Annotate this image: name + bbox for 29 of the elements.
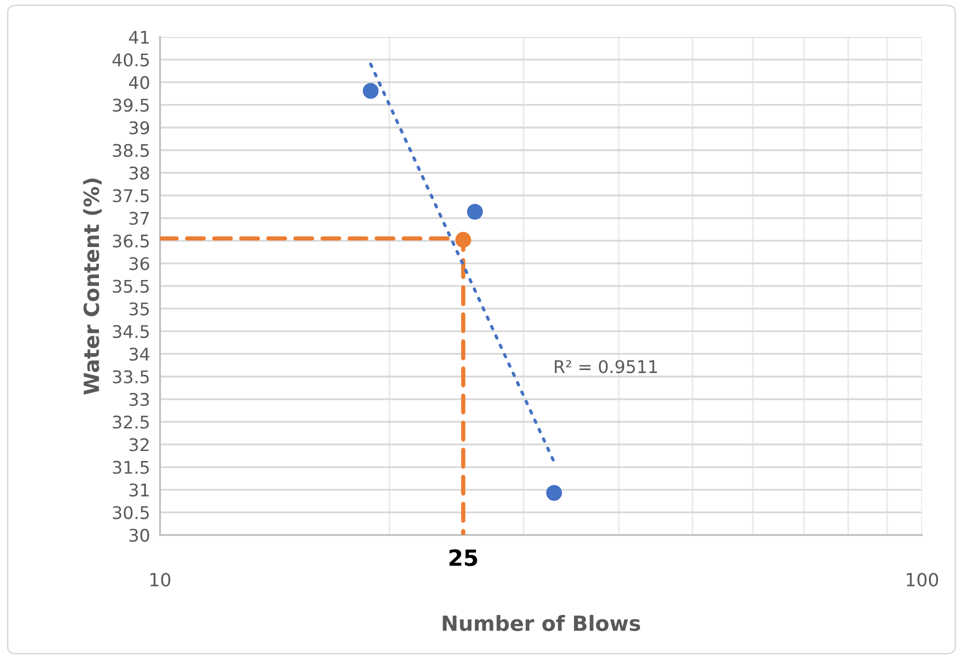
y-tick-label: 35.5	[112, 280, 149, 293]
y-tick-label: 31	[130, 483, 149, 497]
annotation: R² = 0.9511	[554, 360, 657, 374]
y-tick-label: 30.5	[112, 506, 149, 520]
y-tick-label: 32.5	[112, 416, 149, 429]
annotation: 25	[450, 549, 478, 566]
y-tick-label: 41	[129, 30, 149, 44]
y-tick-label: 31.5	[112, 460, 149, 474]
y-tick-label: 33.5	[112, 370, 149, 384]
y-tick-label: 39.5	[112, 98, 149, 112]
y-tick-label: 30	[130, 528, 150, 542]
y-tick-label: 39	[130, 121, 150, 134]
y-tick-label: 34.5	[112, 324, 149, 338]
y-tick-label: 32	[130, 438, 149, 452]
y-axis-title: Water Content (%)	[83, 178, 102, 395]
x-tick-label: 10	[150, 572, 170, 586]
y-tick-label: 40	[129, 76, 150, 90]
y-tick-label: 37	[130, 212, 149, 225]
y-tick-label: 37.5	[112, 189, 149, 202]
x-axis-title: Number of Blows	[442, 614, 640, 632]
y-tick-label: 34	[130, 348, 150, 361]
y-tick-label: 33	[130, 392, 149, 406]
y-tick-label: 38.5	[112, 144, 149, 158]
x-tick-label: 100	[906, 572, 938, 586]
y-tick-label: 36	[130, 257, 150, 270]
y-tick-label: 40.5	[112, 53, 149, 66]
y-tick-label: 35	[130, 302, 149, 316]
y-tick-label: 38	[130, 166, 150, 180]
y-tick-label: 36.5	[112, 234, 149, 248]
